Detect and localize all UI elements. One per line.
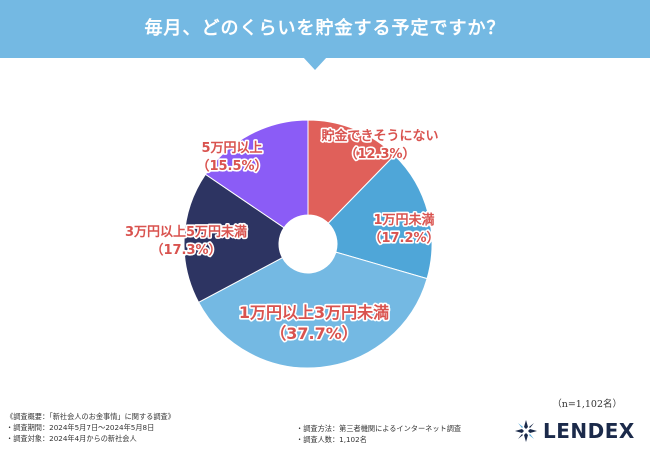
slice-label: 貯金できそうにない [321, 128, 438, 144]
slice-label: 1万円未満 [373, 212, 434, 228]
chart-title: 毎月、どのくらいを貯金する予定ですか？ [144, 18, 506, 39]
logo-text: LENDEX [543, 419, 635, 443]
lendex-logo-icon [515, 420, 537, 442]
slice-percent-label: （17.3%） [150, 242, 221, 258]
pie-slice [197, 251, 428, 369]
survey-notes: 《調査概要：「新社会人のお金事情」に関する調査》 ・調査期間：2024年5月7日… [6, 411, 306, 444]
pie-slice [183, 173, 285, 304]
slice-label: 5万円以上 [201, 141, 262, 156]
survey-count: ・調査人数：1,102名 [296, 435, 367, 444]
pie-slice [327, 154, 433, 280]
sample-size: （n=1,102名） [552, 399, 622, 410]
pie-slice [307, 119, 396, 224]
slice-percent-label: （17.2%） [368, 230, 439, 246]
slice-percent-label: （37.7%） [270, 324, 358, 343]
slice-percent-label: （15.5%） [196, 158, 267, 174]
survey-notes-right: ・調査方法：第三者機関によるインターネット調査 ・調査人数：1,102名 [296, 423, 516, 445]
slice-percent-label: （12.3%） [344, 146, 415, 162]
survey-period: ・調査期間：2024年5月7日〜2024年5月8日 [6, 423, 155, 432]
slice-label: 3万円以上5万円未満 [125, 224, 247, 240]
slice-label: 1万円以上3万円未満 [239, 303, 389, 322]
survey-method: ・調査方法：第三者機関によるインターネット調査 [296, 424, 462, 433]
title-banner [0, 0, 650, 58]
pie-slice [204, 119, 309, 229]
survey-subjects: ・調査対象：2024年4月からの新社会人 [6, 434, 137, 443]
survey-overview: 《調査概要：「新社会人のお金事情」に関する調査》 [6, 412, 175, 421]
banner-pointer [303, 57, 327, 70]
lendex-logo: LENDEX [513, 418, 635, 444]
